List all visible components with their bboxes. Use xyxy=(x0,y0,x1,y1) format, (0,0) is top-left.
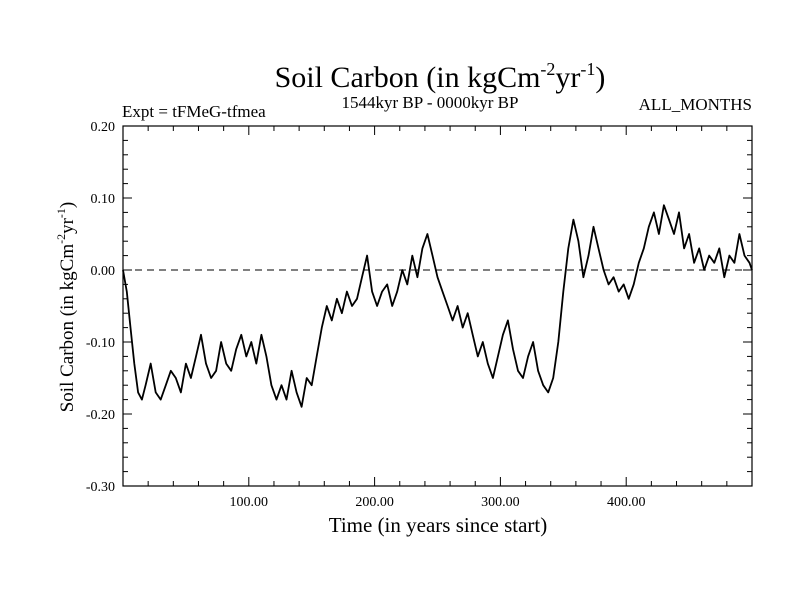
y-tick-label: -0.20 xyxy=(86,408,115,423)
chart-title: Soil Carbon (in kgCm-2yr-1) xyxy=(275,59,606,94)
y-tick-label: 0.20 xyxy=(91,120,116,135)
x-tick-label: 200.00 xyxy=(355,495,394,510)
experiment-label: Expt = tFMeG-tfmea xyxy=(122,102,266,121)
x-axis-label: Time (in years since start) xyxy=(329,513,548,537)
y-tick-label: -0.10 xyxy=(86,336,115,351)
x-tick-label: 300.00 xyxy=(481,495,520,510)
months-label: ALL_MONTHS xyxy=(639,95,752,114)
plot-frame xyxy=(122,125,753,487)
time-range-label: 1544kyr BP - 0000kyr BP xyxy=(342,93,519,112)
x-tick-label: 100.00 xyxy=(230,495,269,510)
soil-carbon-series-line xyxy=(122,204,753,408)
y-tick-label: 0.10 xyxy=(91,192,116,207)
y-axis-label: Soil Carbon (in kgCm-2yr-1) xyxy=(54,202,78,413)
x-tick-label: 400.00 xyxy=(607,495,646,510)
y-tick-label: 0.00 xyxy=(91,264,116,279)
y-tick-label: -0.30 xyxy=(86,480,115,495)
